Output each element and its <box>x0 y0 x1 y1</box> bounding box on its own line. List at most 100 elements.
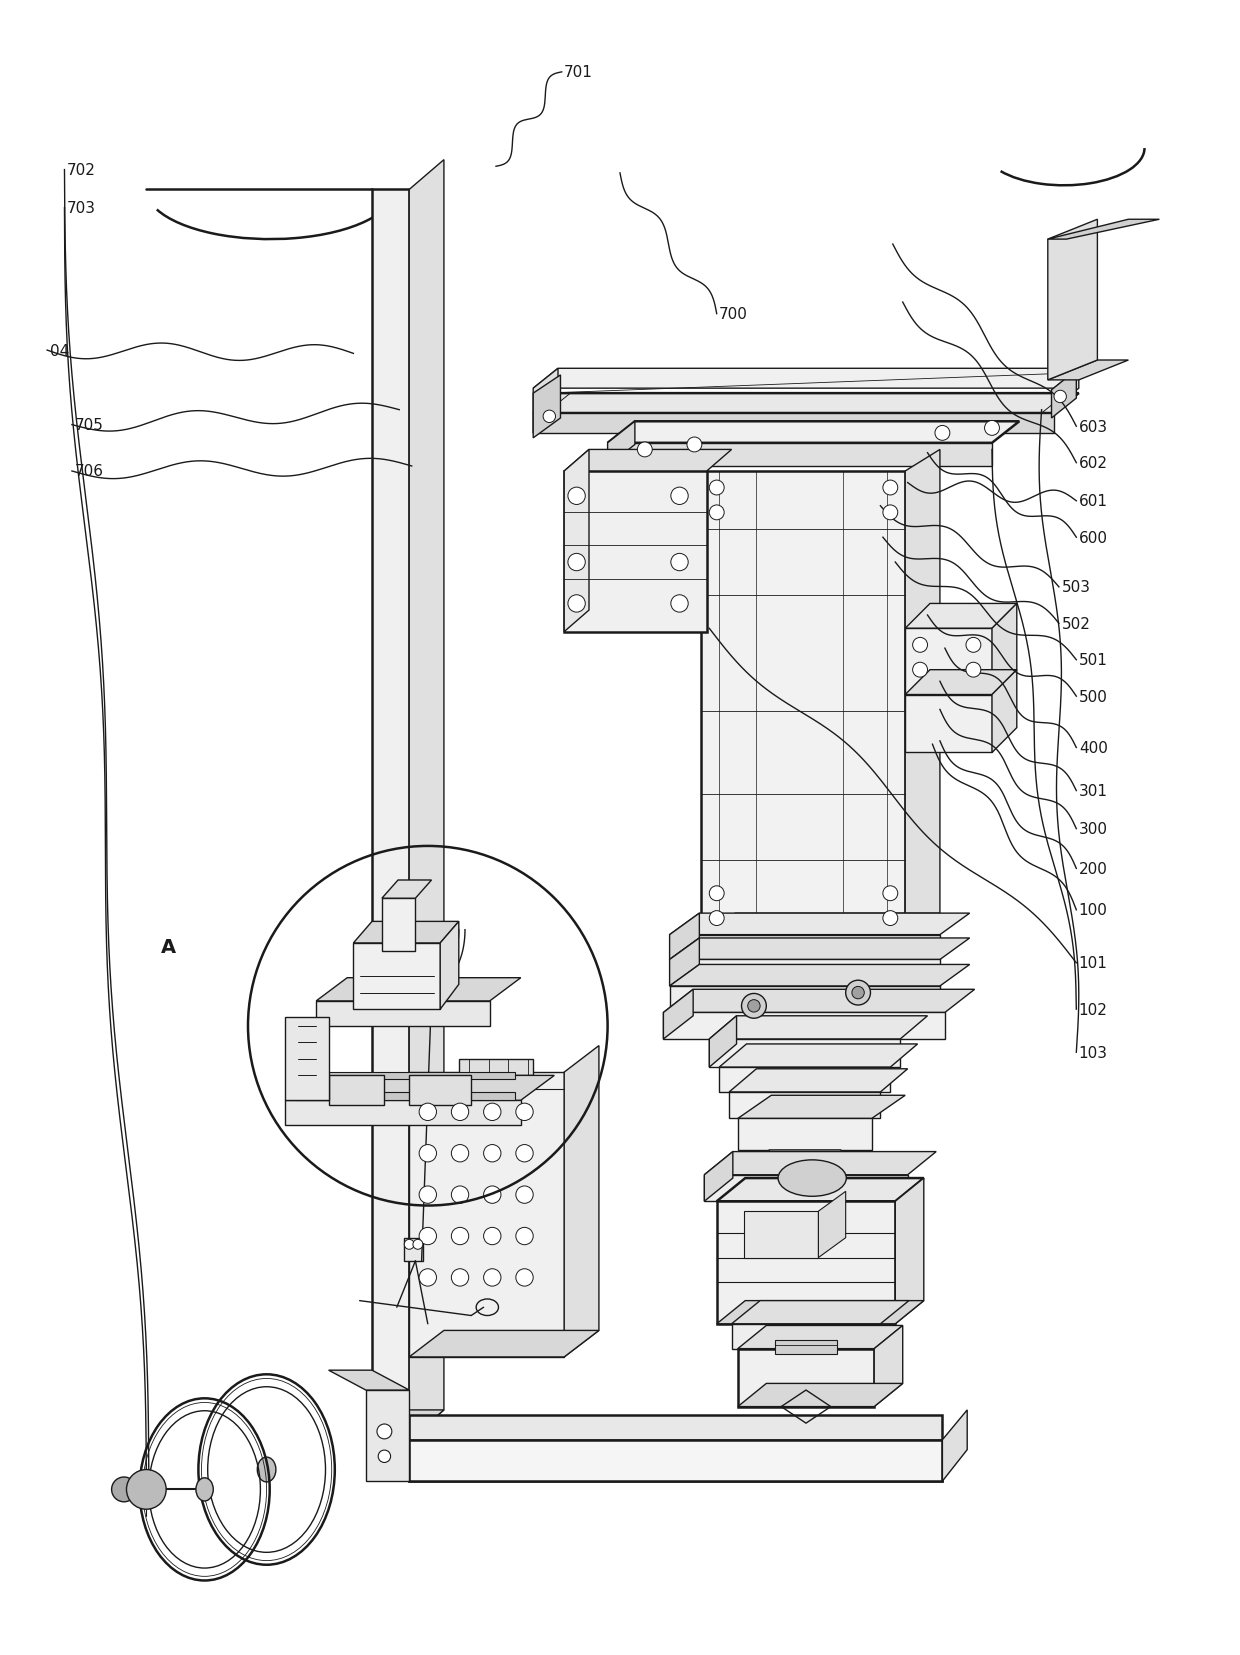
Polygon shape <box>992 670 1017 753</box>
Polygon shape <box>670 986 940 1013</box>
Circle shape <box>484 1104 501 1120</box>
Circle shape <box>852 986 864 1000</box>
Circle shape <box>516 1145 533 1162</box>
Circle shape <box>883 506 898 520</box>
Polygon shape <box>409 161 444 1440</box>
Polygon shape <box>905 450 940 935</box>
Polygon shape <box>738 1349 874 1407</box>
Circle shape <box>451 1104 469 1120</box>
Text: 600: 600 <box>1079 530 1107 546</box>
Polygon shape <box>1048 220 1097 381</box>
Polygon shape <box>409 1076 471 1106</box>
Circle shape <box>419 1145 436 1162</box>
Polygon shape <box>738 1326 903 1349</box>
Polygon shape <box>285 1076 554 1101</box>
Polygon shape <box>701 914 940 935</box>
Circle shape <box>671 554 688 571</box>
Circle shape <box>846 981 870 1005</box>
Circle shape <box>543 410 556 424</box>
Circle shape <box>709 912 724 925</box>
Polygon shape <box>670 960 940 986</box>
Circle shape <box>935 427 950 440</box>
Circle shape <box>671 596 688 612</box>
Circle shape <box>742 995 766 1018</box>
Circle shape <box>709 506 724 520</box>
Polygon shape <box>942 1410 967 1481</box>
Text: 500: 500 <box>1079 688 1107 705</box>
Polygon shape <box>1052 371 1076 419</box>
Circle shape <box>1054 391 1066 404</box>
Polygon shape <box>709 1039 900 1067</box>
Circle shape <box>419 1104 436 1120</box>
Circle shape <box>413 1240 423 1250</box>
Polygon shape <box>663 990 975 1013</box>
Polygon shape <box>905 670 1017 695</box>
Text: 100: 100 <box>1079 902 1107 919</box>
Circle shape <box>419 1228 436 1245</box>
Circle shape <box>484 1145 501 1162</box>
Polygon shape <box>709 1016 928 1039</box>
Polygon shape <box>372 190 409 1440</box>
Polygon shape <box>353 943 440 1010</box>
Text: 501: 501 <box>1079 652 1107 669</box>
Polygon shape <box>533 369 558 434</box>
Polygon shape <box>775 1341 837 1354</box>
Polygon shape <box>905 604 1017 629</box>
Polygon shape <box>738 1096 905 1119</box>
Text: 04: 04 <box>50 343 69 359</box>
Polygon shape <box>701 472 905 935</box>
Ellipse shape <box>258 1458 277 1483</box>
Circle shape <box>378 1450 391 1463</box>
Text: 705: 705 <box>74 417 103 434</box>
Polygon shape <box>1054 369 1079 409</box>
Polygon shape <box>353 922 459 943</box>
Polygon shape <box>533 376 560 439</box>
Circle shape <box>568 596 585 612</box>
Circle shape <box>404 1240 414 1250</box>
Circle shape <box>112 1478 136 1501</box>
Circle shape <box>451 1269 469 1286</box>
Circle shape <box>913 664 928 677</box>
Polygon shape <box>1048 220 1159 240</box>
Polygon shape <box>704 1152 936 1175</box>
Polygon shape <box>382 899 415 952</box>
Polygon shape <box>295 1072 515 1079</box>
Circle shape <box>913 639 928 652</box>
Circle shape <box>451 1228 469 1245</box>
Text: 703: 703 <box>67 200 95 217</box>
Polygon shape <box>729 1092 880 1119</box>
Text: 400: 400 <box>1079 740 1107 756</box>
Circle shape <box>419 1187 436 1203</box>
Polygon shape <box>608 422 1019 444</box>
Text: 103: 103 <box>1079 1044 1107 1061</box>
Polygon shape <box>717 1202 895 1324</box>
Polygon shape <box>533 369 1079 389</box>
Polygon shape <box>409 1440 942 1481</box>
Polygon shape <box>366 1390 409 1481</box>
Circle shape <box>377 1425 392 1438</box>
Circle shape <box>709 482 724 495</box>
Polygon shape <box>905 629 992 695</box>
Polygon shape <box>564 472 707 632</box>
Polygon shape <box>670 938 699 986</box>
Circle shape <box>883 912 898 925</box>
Polygon shape <box>719 1044 918 1067</box>
Ellipse shape <box>196 1478 213 1501</box>
Polygon shape <box>285 1018 329 1101</box>
Polygon shape <box>709 1016 737 1067</box>
Polygon shape <box>608 444 992 467</box>
Circle shape <box>687 439 702 452</box>
Polygon shape <box>744 1211 818 1258</box>
Circle shape <box>883 887 898 900</box>
Text: 200: 200 <box>1079 861 1107 877</box>
Circle shape <box>748 1000 760 1013</box>
Circle shape <box>419 1269 436 1286</box>
Circle shape <box>516 1104 533 1120</box>
Text: 300: 300 <box>1079 821 1107 837</box>
Circle shape <box>484 1228 501 1245</box>
Polygon shape <box>738 1119 872 1150</box>
Circle shape <box>709 887 724 900</box>
Polygon shape <box>329 1076 384 1106</box>
Circle shape <box>985 422 999 435</box>
Polygon shape <box>670 935 940 960</box>
